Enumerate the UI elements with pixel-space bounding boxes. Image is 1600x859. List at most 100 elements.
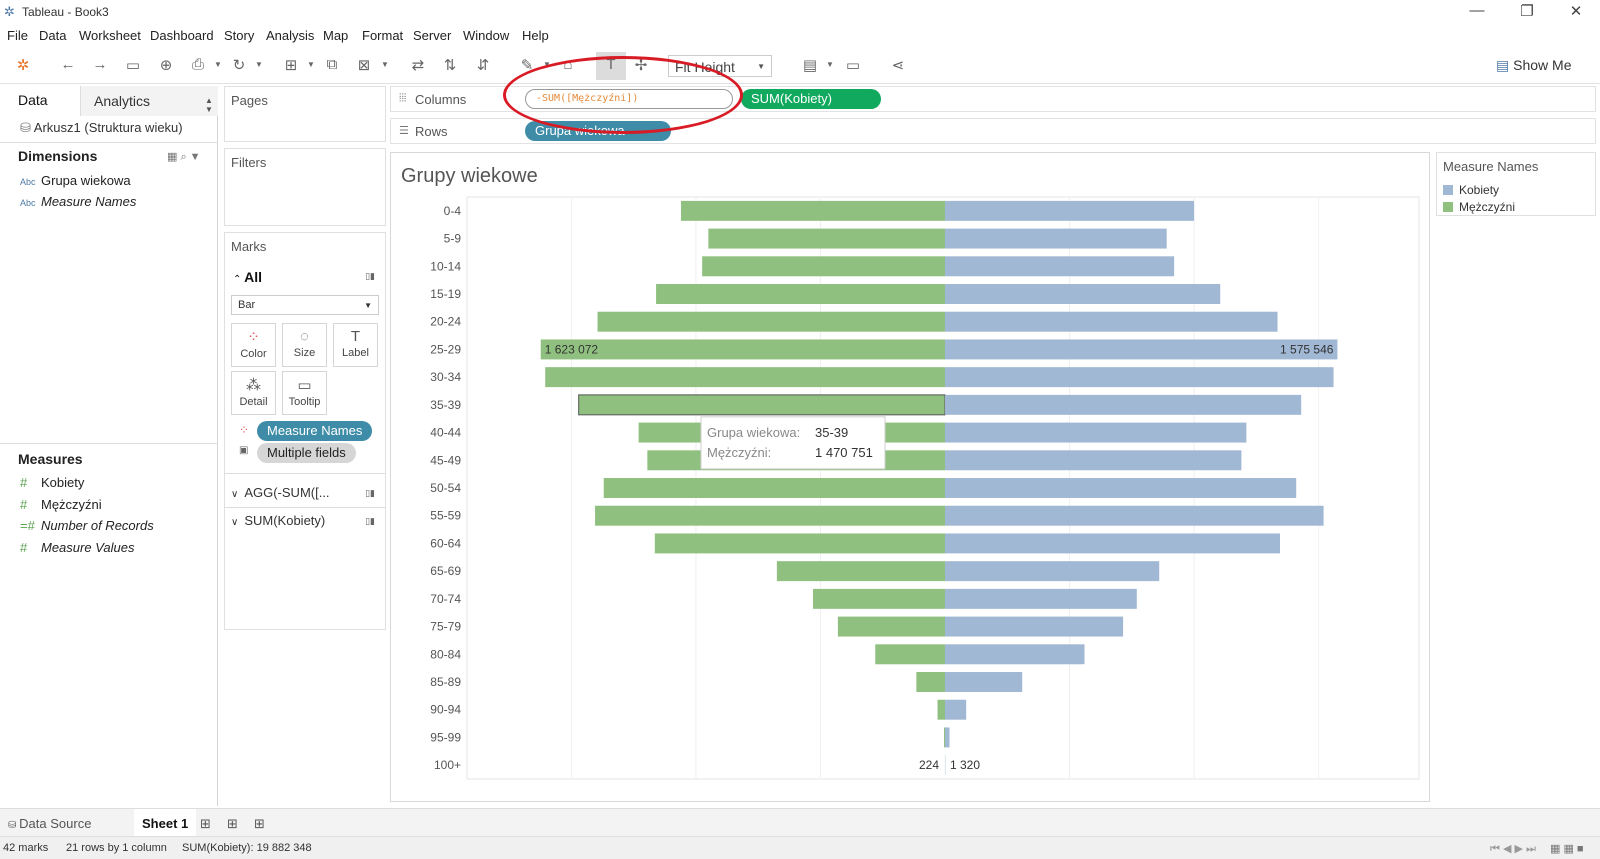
bar-kobiety[interactable]	[945, 672, 1023, 692]
bar-kobiety[interactable]	[945, 228, 1167, 249]
bar-kobiety[interactable]	[945, 533, 1281, 554]
field-measure-values[interactable]: # Measure Values	[20, 540, 135, 555]
bar-mezczyzni[interactable]	[545, 367, 945, 388]
pause-updates-icon[interactable]: ⎙	[191, 56, 204, 73]
tab-analytics[interactable]: Analytics	[94, 93, 151, 109]
highlight-pen-icon[interactable]: ✎	[520, 57, 534, 74]
menu-analysis[interactable]: Analysis	[266, 28, 315, 43]
show-labels-button[interactable]: T	[596, 52, 626, 80]
clear-sheet-icon[interactable]: ⊠	[357, 57, 371, 74]
label-button[interactable]: T Label	[333, 323, 378, 367]
new-datasource-icon[interactable]: ⊕	[159, 57, 173, 74]
bar-mezczyzni[interactable]	[944, 727, 945, 748]
bar-mezczyzni[interactable]	[837, 616, 945, 637]
color-button[interactable]: ⁘ Color	[231, 323, 276, 367]
new-worksheet-icon[interactable]: ⊞	[284, 57, 298, 74]
fix-axes-icon[interactable]: ✢	[634, 57, 648, 74]
bar-kobiety[interactable]	[945, 561, 1160, 582]
rows-shelf[interactable]: ☰ Rows Grupa wiekowa	[390, 118, 1596, 144]
bar-mezczyzni[interactable]	[654, 533, 945, 554]
new-sheet-icon[interactable]: ⊞	[200, 816, 211, 831]
filters-card[interactable]: Filters	[224, 148, 386, 226]
tooltip-button[interactable]: ▭ Tooltip	[282, 371, 327, 415]
size-button[interactable]: ◌ Size	[282, 323, 327, 367]
bar-kobiety[interactable]	[945, 284, 1221, 304]
bar-mezczyzni[interactable]	[597, 311, 945, 332]
bar-mezczyzni[interactable]	[680, 200, 945, 221]
marks-agg-kobiety[interactable]: ∨ SUM(Kobiety)	[231, 513, 326, 528]
menu-file[interactable]: File	[7, 28, 28, 43]
highlight-dropdown-icon[interactable]: ▼	[543, 60, 551, 69]
tab-data-source[interactable]: ⛁ Data Source	[8, 816, 92, 831]
bar-mezczyzni[interactable]	[708, 228, 945, 249]
group-icon[interactable]: ⌂	[563, 56, 573, 73]
bar-kobiety[interactable]	[945, 367, 1334, 388]
pages-card[interactable]: Pages	[224, 86, 386, 142]
menu-server[interactable]: Server	[413, 28, 452, 43]
tableau-home-icon[interactable]: ✲	[16, 57, 30, 74]
bar-kobiety[interactable]	[945, 450, 1242, 471]
minimize-icon[interactable]: —	[1469, 2, 1485, 19]
menu-dashboard[interactable]: Dashboard	[150, 28, 214, 43]
bar-mezczyzni[interactable]	[656, 284, 945, 304]
marks-agg-mezczyzni[interactable]: ∨ AGG(-SUM([...	[231, 485, 330, 500]
legend-item-kobiety[interactable]: Kobiety	[1443, 183, 1499, 197]
save-icon[interactable]: ▭	[125, 57, 141, 74]
columns-shelf[interactable]: ⦙⦙⦙ Columns -SUM([Mężczyźni]) SUM(Kobiet…	[390, 86, 1596, 112]
field-number-of-records[interactable]: =# Number of Records	[20, 518, 154, 533]
mark-type-dropdown[interactable]: Bar ▼	[231, 295, 379, 315]
menu-story[interactable]: Story	[224, 28, 255, 43]
bar-mezczyzni[interactable]	[603, 478, 945, 498]
sort-ascending-icon[interactable]: ⇅	[443, 57, 457, 74]
bar-mezczyzni[interactable]	[875, 644, 945, 665]
columns-pill-mezczyzni[interactable]: -SUM([Mężczyźni])	[525, 89, 733, 109]
bar-mezczyzni[interactable]	[937, 699, 945, 720]
bar-kobiety[interactable]	[945, 339, 1338, 360]
sheet-nav-icon[interactable]: ⏮ ◀ ▶ ⏭	[1490, 843, 1536, 855]
view-mode-icon[interactable]: ▦ ▦ ■	[1550, 843, 1584, 855]
view-toggle-icon[interactable]: ▦ ⌕ ▼	[167, 151, 201, 163]
bar-kobiety[interactable]	[945, 727, 950, 748]
bar-kobiety[interactable]	[945, 394, 1302, 415]
bar-mezczyzni[interactable]	[540, 339, 945, 360]
bar-kobiety[interactable]	[945, 422, 1247, 443]
field-mezczyzni[interactable]: # Mężczyźni	[20, 497, 102, 512]
bar-mezczyzni[interactable]	[812, 588, 945, 609]
share-icon[interactable]: ⋖	[891, 57, 905, 74]
menu-data[interactable]: Data	[39, 28, 67, 43]
close-icon[interactable]: ✕	[1569, 3, 1583, 20]
multiple-fields-pill[interactable]: Multiple fields	[257, 443, 356, 463]
menu-format[interactable]: Format	[362, 28, 404, 43]
restore-icon[interactable]: ❐	[1520, 3, 1534, 20]
bar-kobiety[interactable]	[945, 588, 1137, 609]
pane-menu-icon[interactable]: ▲ ▼	[205, 96, 213, 114]
rows-pill-grupa-wiekowa[interactable]: Grupa wiekowa	[525, 121, 671, 141]
cards-icon[interactable]: ▤	[802, 57, 818, 74]
swap-icon[interactable]: ⇄	[411, 57, 425, 74]
bar-mezczyzni[interactable]	[578, 394, 946, 416]
bar-mezczyzni[interactable]	[595, 505, 945, 526]
menu-worksheet[interactable]: Worksheet	[79, 28, 141, 43]
new-dashboard-icon[interactable]: ⊞	[227, 816, 238, 831]
detail-button[interactable]: ⁂ Detail	[231, 371, 276, 415]
field-kobiety[interactable]: # Kobiety	[20, 475, 85, 490]
columns-pill-kobiety[interactable]: SUM(Kobiety)	[741, 89, 881, 109]
show-me-button[interactable]: ▤ Show Me	[1496, 57, 1572, 73]
bar-mezczyzni[interactable]	[702, 256, 945, 277]
measure-names-pill[interactable]: Measure Names	[257, 421, 373, 441]
field-measure-names[interactable]: Abc Measure Names	[20, 194, 137, 209]
legend-item-mezczyzni[interactable]: Mężczyźni	[1443, 200, 1515, 214]
menu-window[interactable]: Window	[463, 28, 510, 43]
bar-kobiety[interactable]	[945, 200, 1195, 221]
cards-dropdown-icon[interactable]: ▼	[826, 60, 834, 69]
bar-kobiety[interactable]	[945, 478, 1297, 498]
sort-descending-icon[interactable]: ⇵	[476, 57, 490, 74]
duplicate-icon[interactable]: ⧉	[326, 56, 338, 73]
undo-icon[interactable]: ←	[60, 56, 76, 73]
fit-dropdown[interactable]: Fit Height ▼	[668, 55, 772, 77]
field-grupa-wiekowa[interactable]: Abc Grupa wiekowa	[20, 173, 131, 188]
menu-map[interactable]: Map	[323, 28, 349, 43]
pause-dropdown-icon[interactable]: ▼	[214, 60, 222, 69]
bar-kobiety[interactable]	[945, 699, 967, 720]
marks-all-header[interactable]: ⌃ All	[233, 269, 263, 285]
